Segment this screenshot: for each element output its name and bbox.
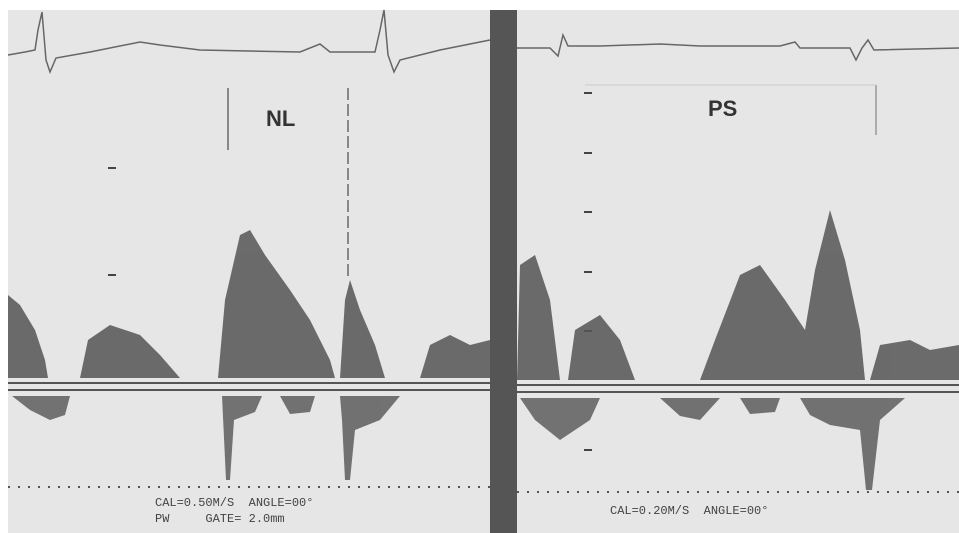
- baseline: [8, 382, 959, 393]
- divider: [490, 10, 517, 533]
- doppler-spectrum: [8, 210, 959, 380]
- caption: PW GATE= 2.0mm: [155, 512, 285, 526]
- panel-label: NL: [266, 106, 295, 131]
- caption: CAL=0.20M/S ANGLE=00°: [610, 504, 768, 518]
- caption: CAL=0.50M/S ANGLE=00°: [155, 496, 313, 510]
- doppler-spectrum-reverse: [12, 396, 905, 490]
- ecg-trace: [7, 9, 491, 75]
- ecg-trace: [517, 32, 959, 62]
- right-panel: [517, 10, 959, 533]
- panel-label: PS: [708, 96, 737, 121]
